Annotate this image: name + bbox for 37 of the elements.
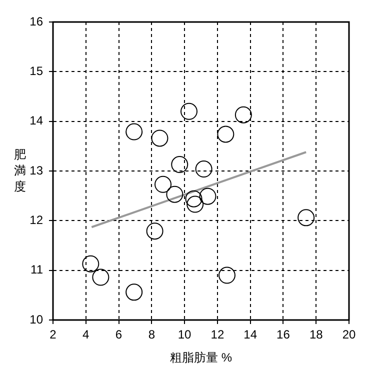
x-tick-label: 12 [210, 328, 224, 342]
y-tick-label: 15 [30, 64, 44, 78]
point [126, 123, 143, 140]
point [180, 102, 198, 120]
point [234, 106, 252, 124]
y-tick-label: 12 [30, 212, 44, 227]
point [151, 130, 168, 147]
y-tick-label: 14 [30, 114, 44, 128]
point [186, 196, 204, 213]
point [126, 284, 143, 301]
point [199, 188, 216, 205]
point [217, 126, 234, 143]
point [195, 160, 212, 178]
point [166, 186, 184, 203]
y-axis-title: 肥満度 [14, 147, 26, 194]
point [92, 268, 110, 286]
point [218, 266, 236, 284]
y-tick-label: 10 [30, 312, 44, 326]
point [298, 209, 315, 226]
x-tick-label: 18 [309, 328, 324, 342]
y-tick-label: 16 [30, 14, 44, 28]
y-tick-label: 13 [30, 163, 44, 178]
x-axis-title: 粗脂肪量 % [170, 350, 232, 364]
point [82, 255, 100, 272]
point [154, 176, 172, 193]
x-tick-label: 14 [244, 328, 258, 342]
point [185, 190, 202, 208]
y-tick-label: 11 [30, 262, 44, 277]
point [146, 222, 164, 240]
x-tick-label: 16 [276, 328, 290, 342]
x-tick-label: 6 [115, 328, 122, 342]
x-tick-label: 20 [342, 328, 356, 342]
x-tick-label: 4 [82, 328, 90, 342]
x-tick-label: 2 [50, 328, 57, 342]
x-tick-label: 10 [178, 328, 192, 342]
point [171, 156, 188, 174]
x-tick-label: 8 [148, 328, 156, 342]
